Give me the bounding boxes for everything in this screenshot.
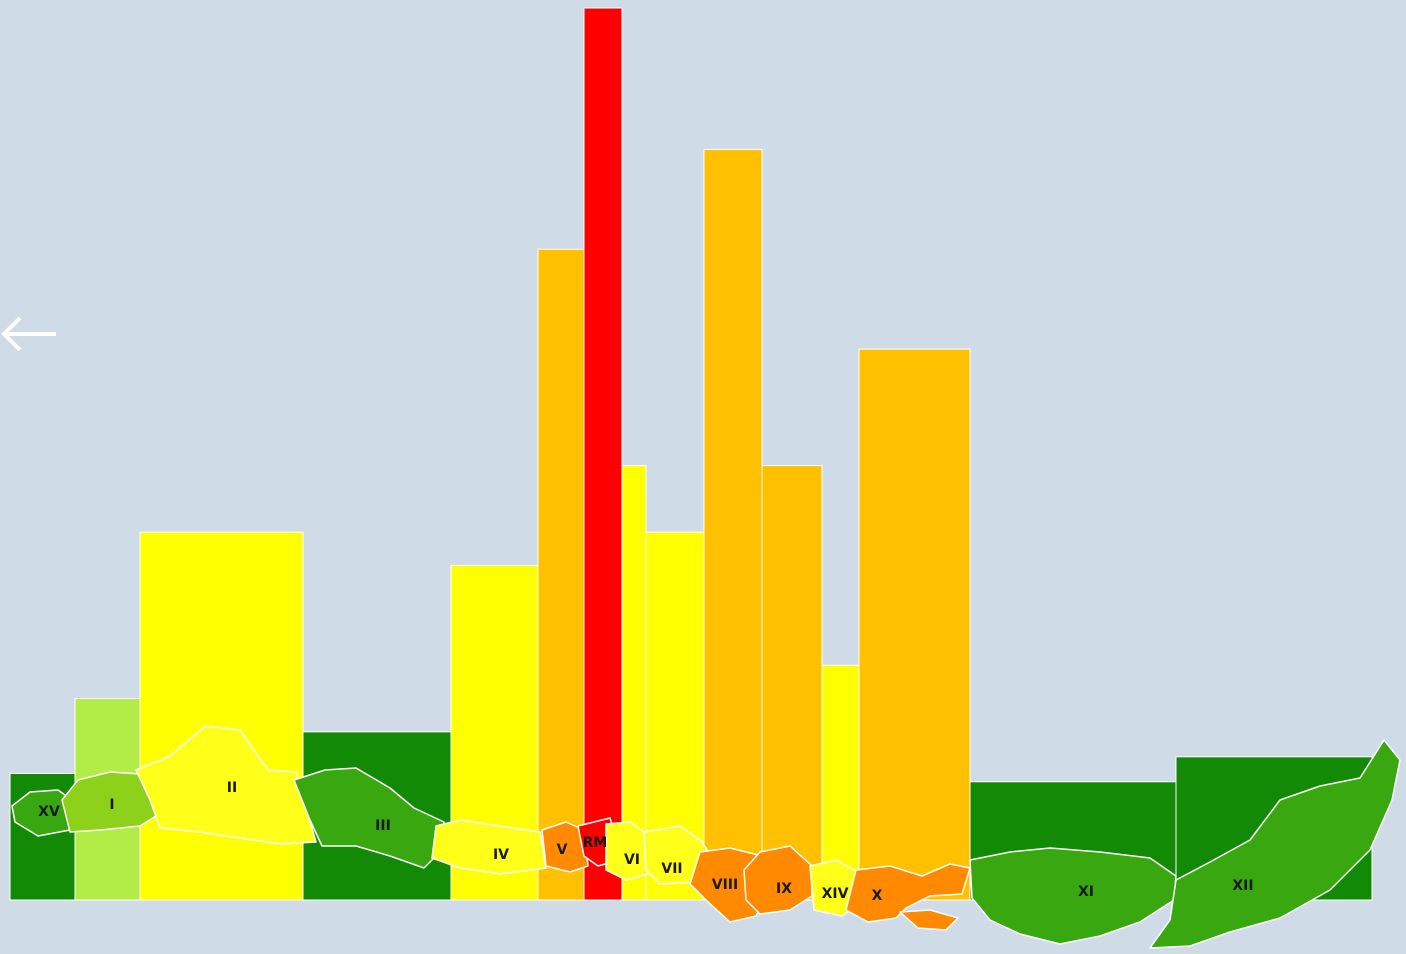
bars-layer — [9, 7, 1373, 901]
back-button[interactable] — [0, 312, 60, 356]
tick-label-viii: VIII — [712, 877, 738, 893]
region-shape-xi — [969, 847, 1177, 945]
region-shape-xii — [1149, 739, 1401, 949]
tick-label-xi: XI — [1078, 884, 1094, 900]
bar-x[interactable] — [858, 348, 971, 901]
bar-xiv[interactable] — [821, 664, 860, 901]
tick-label-vii: VII — [661, 861, 682, 877]
tick-label-xv: XV — [38, 804, 60, 820]
bar-rm[interactable] — [583, 7, 623, 901]
bar-ii[interactable] — [139, 531, 304, 901]
tick-label-rm: RM — [583, 835, 608, 851]
arrow-left-icon — [1, 316, 56, 352]
tick-label-vi: VI — [624, 852, 640, 868]
region-shape-ix — [743, 845, 813, 915]
region-labels: XV I II III IV V RM VI VII VIII IX XIV X… — [38, 780, 1253, 904]
tick-label-i: I — [109, 797, 114, 813]
tick-label-xii: XII — [1232, 878, 1253, 894]
tick-label-iii: III — [375, 818, 391, 834]
bar-v[interactable] — [537, 248, 585, 901]
region-shape-iv — [431, 819, 547, 875]
tick-label-iv: IV — [493, 847, 509, 863]
tick-label-v: V — [557, 842, 568, 858]
tick-label-ii: II — [227, 780, 237, 796]
tick-label-xiv: XIV — [822, 886, 849, 902]
region-shape-v — [541, 821, 589, 873]
tick-label-ix: IX — [776, 881, 792, 897]
bar-viii[interactable] — [703, 148, 763, 901]
bar-ix[interactable] — [761, 465, 823, 901]
regions-map — [11, 725, 1401, 949]
tick-label-x: X — [872, 888, 883, 904]
region-shape-x — [845, 863, 971, 931]
region-shape-vi — [605, 821, 651, 881]
